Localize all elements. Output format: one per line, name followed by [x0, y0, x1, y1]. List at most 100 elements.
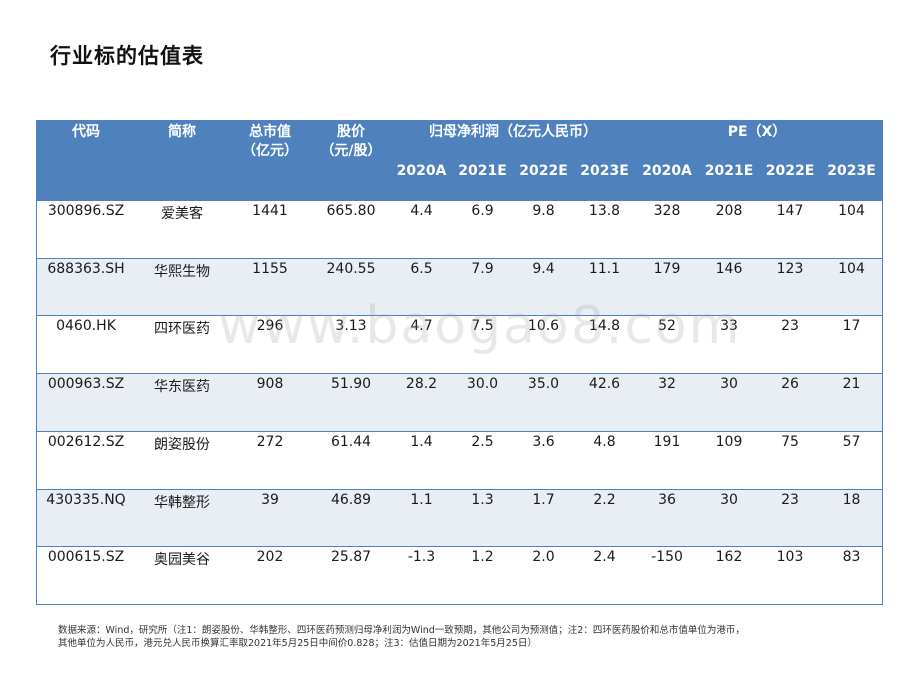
cell-pe-2022e: 26 — [781, 376, 799, 393]
cell-profit-2022e: 2.0 — [532, 549, 555, 566]
cell-profit-2020a: 1.4 — [410, 433, 433, 450]
cell-mktcap: 1441 — [252, 203, 288, 219]
cell-pe-2021e: 30 — [720, 376, 738, 393]
table-row: 300896.SZ 爱美客 1441 665.80 4.4 6.9 9.8 13.8 328 20… — [37, 200, 882, 258]
cell-pe-2022e: 23 — [781, 491, 799, 508]
cell-code: 000963.SZ — [47, 376, 125, 393]
cell-price: 46.89 — [330, 491, 372, 508]
cell-mktcap: 908 — [256, 376, 284, 393]
header-year: 2020A — [396, 163, 447, 179]
cell-profit-2023e: 4.8 — [593, 433, 616, 450]
cell-pe-2023e: 57 — [842, 433, 861, 450]
cell-profit-2023e: 11.1 — [588, 260, 621, 277]
cell-mktcap: 39 — [261, 491, 279, 508]
cell-price: 240.55 — [326, 260, 376, 277]
cell-name: 华熙生物 — [154, 263, 210, 280]
cell-price: 25.87 — [330, 549, 372, 566]
table-row: 000963.SZ 华东医药 908 51.90 28.2 30.0 35.0 42.6 32 3… — [37, 373, 882, 431]
cell-mktcap: 1155 — [252, 260, 288, 277]
cell-profit-2021e: 2.5 — [471, 433, 494, 450]
cell-pe-2023e: 18 — [842, 491, 861, 508]
header-year: 2023E — [580, 163, 629, 179]
cell-pe-2023e: 21 — [842, 376, 861, 393]
cell-code: 000615.SZ — [47, 549, 125, 566]
cell-profit-2023e: 2.2 — [593, 491, 616, 508]
cell-profit-2022e: 10.6 — [527, 318, 560, 335]
cell-name: 四环医药 — [154, 321, 210, 338]
header-price-line2: （元/股） — [320, 143, 382, 159]
cell-profit-2021e: 1.2 — [471, 549, 494, 566]
cell-price: 51.90 — [330, 376, 372, 393]
cell-name: 朗姿股份 — [154, 436, 210, 453]
header-mktcap-line2: （亿元） — [242, 143, 298, 159]
cell-price: 3.13 — [335, 318, 367, 335]
cell-pe-2022e: 147 — [776, 203, 804, 219]
cell-code: 430335.NQ — [46, 491, 126, 508]
cell-profit-2020a: 28.2 — [405, 376, 438, 393]
table-row: 0460.HK 四环医药 296 3.13 4.7 7.5 10.6 14.8 52 33 23 17 — [37, 315, 882, 374]
cell-profit-2021e: 1.3 — [471, 491, 494, 508]
cell-pe-2020a: 328 — [653, 203, 681, 219]
cell-profit-2022e: 1.7 — [532, 491, 555, 508]
table-header: 代码 简称 总市值 （亿元） 股价 （元/股） 归母净利润（亿元人民币） PE（… — [37, 121, 882, 201]
header-year: 2023E — [827, 163, 876, 179]
cell-profit-2023e: 13.8 — [588, 203, 621, 219]
cell-pe-2022e: 103 — [776, 549, 804, 566]
page-title: 行业标的估值表 — [50, 44, 204, 68]
cell-pe-2022e: 123 — [776, 260, 804, 277]
table-row: 002612.SZ 朗姿股份 272 61.44 1.4 2.5 3.6 4.8 191 109 7… — [37, 430, 882, 489]
cell-name: 奥园美谷 — [154, 552, 210, 569]
cell-profit-2020a: 6.5 — [410, 260, 433, 277]
cell-profit-2022e: 9.8 — [532, 203, 555, 219]
cell-name: 爱美客 — [161, 206, 203, 222]
cell-profit-2020a: -1.3 — [407, 549, 436, 566]
header-price: 股价 （元/股） — [311, 123, 391, 161]
cell-profit-2023e: 2.4 — [593, 549, 616, 566]
table-row: 000615.SZ 奥园美谷 202 25.87 -1.3 1.2 2.0 2.4 -150 16… — [37, 546, 882, 604]
cell-mktcap: 296 — [256, 318, 284, 335]
header-mktcap: 总市值 （亿元） — [229, 123, 311, 161]
header-year: 2022E — [519, 163, 568, 179]
valuation-table: 代码 简称 总市值 （亿元） 股价 （元/股） 归母净利润（亿元人民币） PE（… — [36, 120, 883, 605]
header-year: 2021E — [704, 163, 754, 179]
cell-profit-2021e: 7.5 — [471, 318, 494, 335]
cell-pe-2021e: 109 — [715, 433, 743, 450]
cell-pe-2022e: 75 — [781, 433, 799, 450]
cell-profit-2022e: 35.0 — [527, 376, 560, 393]
header-price-line1: 股价 — [337, 124, 365, 140]
cell-pe-2022e: 23 — [781, 318, 799, 335]
cell-profit-2020a: 4.7 — [410, 318, 433, 335]
cell-mktcap: 272 — [256, 433, 284, 450]
header-code: 代码 — [72, 124, 100, 140]
cell-pe-2020a: 52 — [658, 318, 676, 335]
cell-pe-2020a: 32 — [658, 376, 676, 393]
cell-code: 300896.SZ — [47, 203, 125, 219]
cell-pe-2020a: 36 — [658, 491, 676, 508]
cell-pe-2020a: 179 — [653, 260, 681, 277]
cell-mktcap: 202 — [256, 549, 284, 566]
header-year: 2022E — [765, 163, 815, 179]
cell-code: 002612.SZ — [47, 433, 125, 450]
cell-pe-2021e: 33 — [720, 318, 738, 335]
header-name: 简称 — [168, 124, 196, 140]
cell-profit-2023e: 42.6 — [588, 376, 621, 393]
table-row: 688363.SH 华熙生物 1155 240.55 6.5 7.9 9.4 11.1 179 1… — [37, 257, 882, 316]
cell-pe-2021e: 208 — [715, 203, 743, 219]
footnote-line1: 数据来源：Wind，研究所（注1：朗姿股份、华韩整形、四环医药预测归母净利润为W… — [58, 625, 745, 636]
footnote: 数据来源：Wind，研究所（注1：朗姿股份、华韩整形、四环医药预测归母净利润为W… — [58, 624, 838, 650]
cell-name: 华东医药 — [154, 379, 210, 396]
cell-name: 华韩整形 — [154, 494, 210, 511]
header-year: 2021E — [458, 163, 507, 179]
cell-profit-2022e: 9.4 — [532, 260, 555, 277]
cell-price: 665.80 — [326, 203, 376, 219]
cell-profit-2020a: 1.1 — [410, 491, 433, 508]
header-year: 2020A — [642, 163, 692, 179]
cell-pe-2023e: 83 — [842, 549, 861, 566]
cell-pe-2021e: 162 — [715, 549, 743, 566]
cell-profit-2023e: 14.8 — [588, 318, 621, 335]
cell-pe-2023e: 104 — [838, 203, 865, 219]
cell-profit-2021e: 6.9 — [471, 203, 494, 219]
cell-profit-2021e: 7.9 — [471, 260, 494, 277]
cell-profit-2021e: 30.0 — [466, 376, 499, 393]
header-profit-group: 归母净利润（亿元人民币） — [429, 124, 597, 140]
